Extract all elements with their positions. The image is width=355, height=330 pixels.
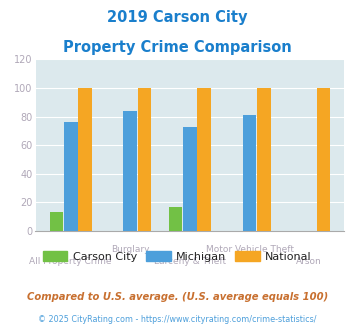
Bar — [78, 88, 92, 231]
Text: Burglary: Burglary — [111, 245, 149, 254]
Bar — [183, 127, 197, 231]
Bar — [243, 115, 256, 231]
Text: © 2025 CityRating.com - https://www.cityrating.com/crime-statistics/: © 2025 CityRating.com - https://www.city… — [38, 315, 317, 324]
Text: 2019 Carson City: 2019 Carson City — [107, 10, 248, 25]
Text: Motor Vehicle Theft: Motor Vehicle Theft — [206, 245, 294, 254]
Text: Compared to U.S. average. (U.S. average equals 100): Compared to U.S. average. (U.S. average … — [27, 292, 328, 302]
Bar — [169, 207, 182, 231]
Bar — [257, 88, 271, 231]
Bar — [138, 88, 152, 231]
Text: Larceny & Theft: Larceny & Theft — [154, 257, 226, 266]
Bar — [64, 122, 77, 231]
Legend: Carson City, Michigan, National: Carson City, Michigan, National — [39, 247, 316, 267]
Text: Property Crime Comparison: Property Crime Comparison — [63, 40, 292, 54]
Bar — [197, 88, 211, 231]
Text: Arson: Arson — [296, 257, 322, 266]
Text: All Property Crime: All Property Crime — [29, 257, 112, 266]
Bar — [50, 213, 63, 231]
Bar — [317, 88, 330, 231]
Bar — [124, 111, 137, 231]
